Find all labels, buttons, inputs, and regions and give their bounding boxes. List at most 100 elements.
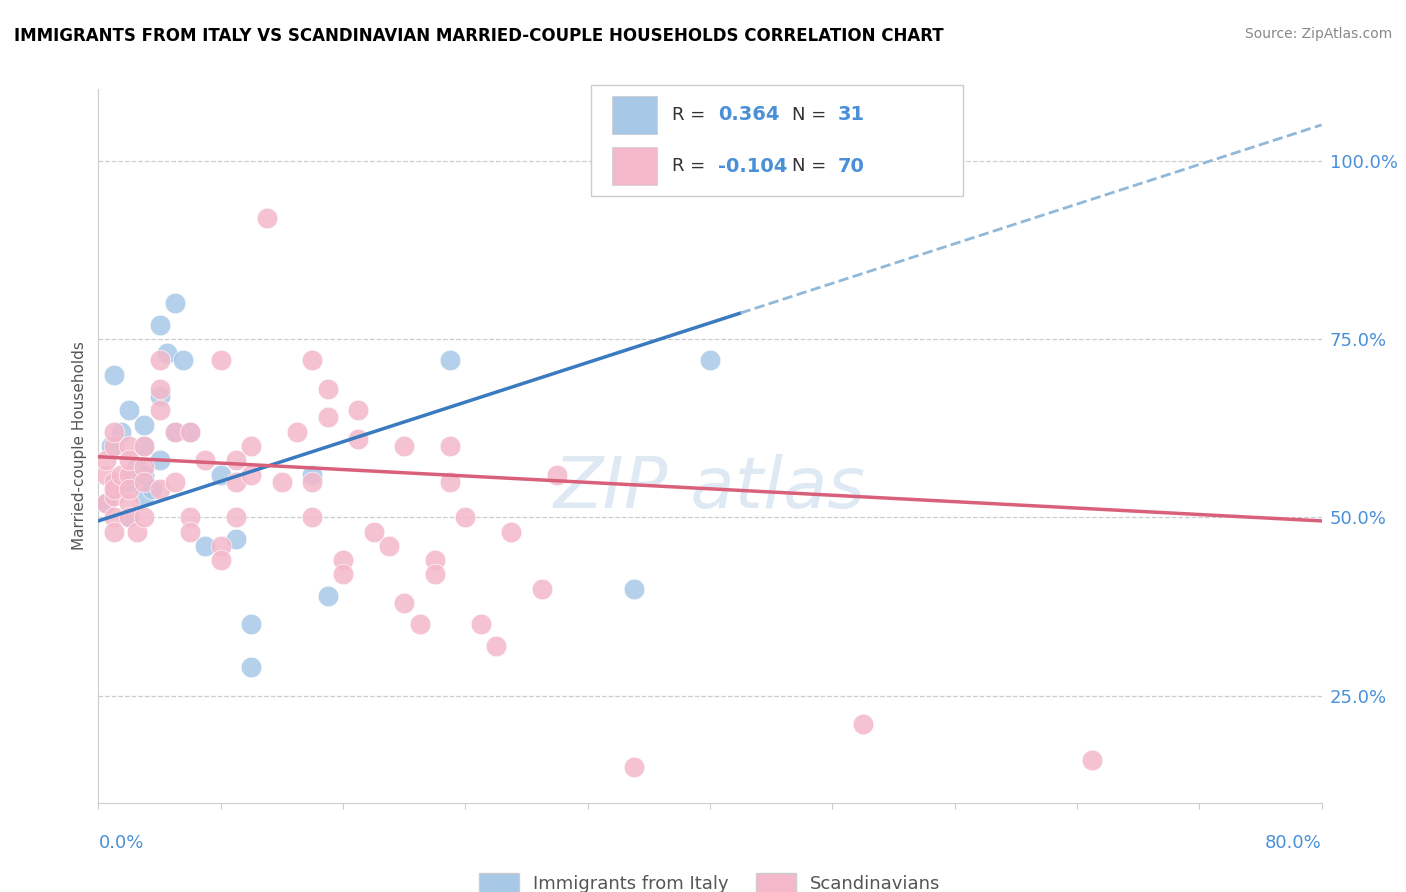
Point <box>225 532 247 546</box>
Point <box>103 489 125 503</box>
Point <box>110 467 132 482</box>
Point <box>256 211 278 225</box>
Point <box>179 425 201 439</box>
Point <box>240 660 263 674</box>
Point <box>194 539 217 553</box>
Point <box>172 353 194 368</box>
Point <box>103 510 125 524</box>
Point <box>103 475 125 489</box>
Text: N =: N = <box>792 106 831 124</box>
Point <box>103 482 125 496</box>
Point <box>94 496 117 510</box>
Point <box>118 453 141 467</box>
Point <box>423 567 446 582</box>
Point <box>149 382 172 396</box>
Point <box>439 353 461 368</box>
Point <box>118 403 141 417</box>
Point <box>134 475 156 489</box>
Point <box>301 510 323 524</box>
Point <box>163 475 186 489</box>
Text: IMMIGRANTS FROM ITALY VS SCANDINAVIAN MARRIED-COUPLE HOUSEHOLDS CORRELATION CHAR: IMMIGRANTS FROM ITALY VS SCANDINAVIAN MA… <box>14 27 943 45</box>
Point <box>149 453 172 467</box>
Point <box>149 318 172 332</box>
Point <box>225 453 247 467</box>
Text: N =: N = <box>792 157 831 175</box>
Point <box>301 353 323 368</box>
Point <box>485 639 508 653</box>
Point <box>110 425 132 439</box>
Point <box>316 410 339 425</box>
Point <box>134 460 156 475</box>
Point <box>149 403 172 417</box>
Point <box>225 475 247 489</box>
Point <box>378 539 401 553</box>
Point <box>103 425 125 439</box>
Text: 0.0%: 0.0% <box>98 834 143 852</box>
Point <box>179 524 201 539</box>
Point <box>301 467 323 482</box>
Point <box>94 496 117 510</box>
Point <box>94 453 117 467</box>
Point <box>125 524 148 539</box>
Point <box>94 467 117 482</box>
Point <box>240 467 263 482</box>
Point <box>347 432 370 446</box>
Point <box>134 439 156 453</box>
Point <box>347 403 370 417</box>
Point <box>623 760 645 774</box>
Point <box>125 460 148 475</box>
Text: 70: 70 <box>838 157 865 176</box>
Point <box>240 439 263 453</box>
Point <box>194 453 217 467</box>
Point <box>134 489 156 503</box>
Point <box>285 425 308 439</box>
Text: 80.0%: 80.0% <box>1265 834 1322 852</box>
Point <box>118 496 141 510</box>
Point <box>149 389 172 403</box>
Point <box>439 475 461 489</box>
Point <box>134 467 156 482</box>
Point <box>149 482 172 496</box>
Point <box>156 346 179 360</box>
Point <box>852 717 875 731</box>
Point <box>118 510 141 524</box>
Point <box>332 567 354 582</box>
Point <box>240 617 263 632</box>
Point <box>209 467 232 482</box>
Point <box>546 467 568 482</box>
Point <box>332 553 354 567</box>
Point <box>209 553 232 567</box>
Point <box>623 582 645 596</box>
Point <box>118 510 141 524</box>
Legend: Immigrants from Italy, Scandinavians: Immigrants from Italy, Scandinavians <box>472 865 948 892</box>
Text: -0.104: -0.104 <box>718 157 787 176</box>
Point <box>699 353 721 368</box>
Point <box>363 524 385 539</box>
Point <box>103 524 125 539</box>
Point <box>134 439 156 453</box>
Point <box>100 439 122 453</box>
Point <box>1081 753 1104 767</box>
Point <box>501 524 523 539</box>
Point <box>163 296 186 310</box>
Point <box>163 425 186 439</box>
Text: 31: 31 <box>838 105 865 124</box>
Point <box>179 425 201 439</box>
Point <box>118 439 141 453</box>
Point <box>270 475 292 489</box>
Point <box>118 482 141 496</box>
Point <box>103 368 125 382</box>
Text: R =: R = <box>672 157 711 175</box>
Point <box>301 475 323 489</box>
Point <box>163 425 186 439</box>
Text: ZIP atlas: ZIP atlas <box>554 454 866 524</box>
Text: 0.364: 0.364 <box>718 105 780 124</box>
Text: Source: ZipAtlas.com: Source: ZipAtlas.com <box>1244 27 1392 41</box>
Point <box>439 439 461 453</box>
Point <box>470 617 492 632</box>
Point <box>149 353 172 368</box>
Point <box>209 353 232 368</box>
Point <box>118 475 141 489</box>
Point <box>179 510 201 524</box>
Point <box>141 482 163 496</box>
